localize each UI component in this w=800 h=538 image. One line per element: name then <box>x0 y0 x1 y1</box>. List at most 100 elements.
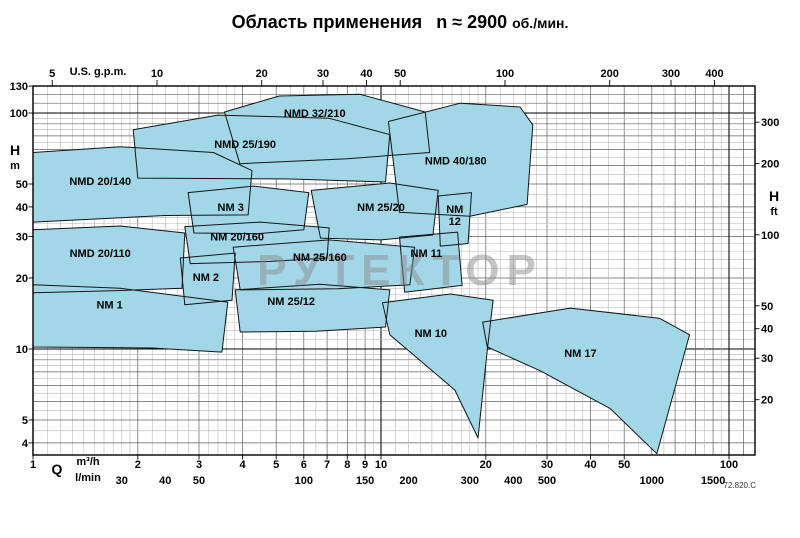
region-nm-10-label: NM 10 <box>415 328 447 340</box>
region-nmd-40-180-label: NMD 40/180 <box>425 155 487 167</box>
region-nm-25-20-outline <box>310 182 439 241</box>
bottom-axis-unit-lmin-label: l/min <box>75 472 101 484</box>
svg-text:30: 30 <box>317 68 329 80</box>
svg-text:40: 40 <box>761 324 773 336</box>
svg-text:100: 100 <box>496 68 514 80</box>
region-nm-2-label: NM 2 <box>193 272 219 284</box>
region-nmd-20-140-label: NMD 20/140 <box>69 176 131 188</box>
svg-text:50: 50 <box>761 301 773 313</box>
svg-text:40: 40 <box>584 459 596 471</box>
title-speed-unit: об./мин. <box>512 15 569 31</box>
page-title: Область применения n ≈ 2900 об./мин. <box>0 12 800 33</box>
region-nm-12-label: 12 <box>449 216 461 228</box>
svg-text:400: 400 <box>504 475 522 487</box>
top-axis-unit-label: U.S. g.p.m. <box>69 66 127 78</box>
right-axis-unit-label: ft <box>770 206 778 218</box>
svg-text:30: 30 <box>541 459 553 471</box>
region-nm-1 <box>33 284 228 353</box>
region-nmd-32-210 <box>224 94 430 164</box>
region-nm-11-label: NM 11 <box>411 248 443 260</box>
region-nm-25-160 <box>233 239 415 290</box>
title-speed: n ≈ 2900 <box>436 12 508 32</box>
svg-text:2: 2 <box>135 459 141 471</box>
region-nmd-20-110-label: NMD 20/110 <box>70 248 131 260</box>
svg-text:4: 4 <box>239 459 246 471</box>
bottom-axis-unit-m3h-label: m³/h <box>76 456 100 468</box>
region-nmd-25-190-label: NMD 25/190 <box>214 139 276 151</box>
svg-text:100: 100 <box>10 108 28 120</box>
svg-text:100: 100 <box>720 459 738 471</box>
svg-text:500: 500 <box>538 475 556 487</box>
region-nm-10 <box>382 294 494 438</box>
right-axis-quantity-label: H <box>768 188 780 204</box>
svg-text:3: 3 <box>196 459 202 471</box>
svg-text:30: 30 <box>116 475 128 487</box>
svg-text:300: 300 <box>461 475 479 487</box>
svg-text:400: 400 <box>705 68 723 80</box>
svg-text:40: 40 <box>360 68 372 80</box>
svg-text:20: 20 <box>761 395 773 407</box>
svg-text:50: 50 <box>16 179 28 191</box>
region-nmd-32-210-outline <box>224 93 431 165</box>
svg-text:20: 20 <box>480 459 492 471</box>
svg-text:130: 130 <box>10 81 28 93</box>
svg-text:50: 50 <box>193 475 205 487</box>
svg-text:40: 40 <box>159 475 171 487</box>
region-nm-25-20 <box>311 183 439 240</box>
region-nm-2 <box>180 253 236 305</box>
pump-regions <box>33 93 690 455</box>
region-nm-3-label: NM 3 <box>218 202 244 214</box>
region-nmd-20-140-outline <box>33 146 253 223</box>
region-nm-3-outline <box>187 185 310 235</box>
svg-text:1500: 1500 <box>701 475 725 487</box>
region-nmd-25-190-outline <box>132 114 391 183</box>
svg-text:50: 50 <box>394 68 406 80</box>
region-nm-17 <box>482 308 690 454</box>
region-nm-17-label: NM 17 <box>564 348 596 360</box>
svg-text:10: 10 <box>151 68 163 80</box>
region-nmd-32-210-label: NMD 32/210 <box>284 108 346 120</box>
svg-text:50: 50 <box>618 459 630 471</box>
svg-text:200: 200 <box>399 475 417 487</box>
svg-text:300: 300 <box>662 68 680 80</box>
svg-text:150: 150 <box>356 475 374 487</box>
region-nm-20-160-outline <box>184 221 330 265</box>
left-axis-unit-label: m <box>10 160 20 172</box>
title-text: Область применения <box>231 12 423 32</box>
region-nm-25-12-outline <box>234 283 391 333</box>
region-nm-25-160-label: NM 25/160 <box>293 252 347 264</box>
svg-text:10: 10 <box>375 459 387 471</box>
svg-text:6: 6 <box>301 459 307 471</box>
svg-text:1: 1 <box>30 459 36 471</box>
svg-text:300: 300 <box>761 117 779 129</box>
svg-text:30: 30 <box>16 231 28 243</box>
region-nm-25-12 <box>235 284 390 332</box>
svg-text:8: 8 <box>344 459 350 471</box>
region-nmd-20-110-outline <box>33 225 186 294</box>
svg-text:4: 4 <box>22 438 29 450</box>
svg-text:200: 200 <box>601 68 619 80</box>
region-nmd-20-110 <box>33 226 185 293</box>
watermark-text: РУТЕКТОР <box>257 246 543 295</box>
svg-text:100: 100 <box>761 230 779 242</box>
svg-text:20: 20 <box>16 273 28 285</box>
svg-text:100: 100 <box>295 475 313 487</box>
svg-text:1000: 1000 <box>640 475 664 487</box>
region-nmd-40-180-outline <box>387 102 534 217</box>
region-nm-1-label: NM 1 <box>96 300 122 312</box>
svg-text:5: 5 <box>22 415 28 427</box>
svg-text:40: 40 <box>16 202 28 214</box>
svg-text:5: 5 <box>273 459 279 471</box>
region-nm-17-outline <box>482 307 690 455</box>
region-nm-25-12-label: NM 25/12 <box>267 296 315 308</box>
region-nm-20-160-label: NM 20/160 <box>210 231 264 243</box>
svg-text:30: 30 <box>761 353 773 365</box>
bottom-axis-quantity-label: Q <box>51 461 63 477</box>
plot-border <box>32 85 756 456</box>
svg-text:9: 9 <box>362 459 368 471</box>
region-nm-25-20-label: NM 25/20 <box>357 202 405 214</box>
svg-text:7: 7 <box>324 459 330 471</box>
